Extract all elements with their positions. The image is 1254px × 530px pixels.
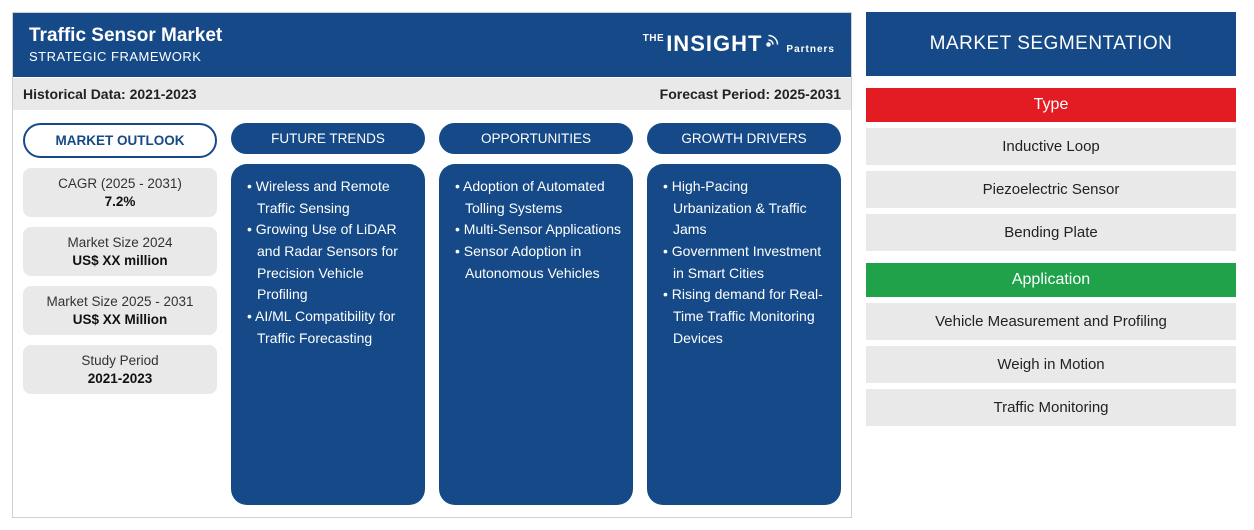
stat-cagr: CAGR (2025 - 2031) 7.2% bbox=[23, 168, 217, 217]
stat-value: 7.2% bbox=[29, 194, 211, 209]
forecast-period-label: Forecast Period: 2025-2031 bbox=[660, 86, 841, 102]
list-item: Adoption of Automated Tolling Systems bbox=[455, 176, 621, 219]
segmentation-item: Bending Plate bbox=[866, 214, 1236, 251]
segmentation-item: Vehicle Measurement and Profiling bbox=[866, 303, 1236, 340]
growth-drivers-list: High-Pacing Urbanization & Traffic Jams … bbox=[663, 176, 829, 350]
header-bar: Traffic Sensor Market STRATEGIC FRAMEWOR… bbox=[13, 13, 851, 77]
radar-icon bbox=[764, 31, 782, 49]
page-subtitle: STRATEGIC FRAMEWORK bbox=[29, 49, 222, 64]
stat-label: Market Size 2024 bbox=[29, 235, 211, 250]
stat-size-2031: Market Size 2025 - 2031 US$ XX Million bbox=[23, 286, 217, 335]
opportunities-column: OPPORTUNITIES Adoption of Automated Toll… bbox=[439, 123, 633, 505]
list-item: Sensor Adoption in Autonomous Vehicles bbox=[455, 241, 621, 284]
content-columns: MARKET OUTLOOK CAGR (2025 - 2031) 7.2% M… bbox=[13, 111, 851, 517]
stat-label: Study Period bbox=[29, 353, 211, 368]
segmentation-title-type: Type bbox=[866, 88, 1236, 122]
list-item: Wireless and Remote Traffic Sensing bbox=[247, 176, 413, 219]
stat-value: US$ XX Million bbox=[29, 312, 211, 327]
growth-drivers-box: High-Pacing Urbanization & Traffic Jams … bbox=[647, 164, 841, 505]
list-item: AI/ML Compatibility for Traffic Forecast… bbox=[247, 306, 413, 349]
main-panel: Traffic Sensor Market STRATEGIC FRAMEWOR… bbox=[12, 12, 852, 518]
stat-label: CAGR (2025 - 2031) bbox=[29, 176, 211, 191]
header-text: Traffic Sensor Market STRATEGIC FRAMEWOR… bbox=[29, 25, 222, 64]
future-trends-list: Wireless and Remote Traffic Sensing Grow… bbox=[247, 176, 413, 350]
segmentation-group-type: Type Inductive Loop Piezoelectric Sensor… bbox=[866, 88, 1236, 251]
segmentation-panel: MARKET SEGMENTATION Type Inductive Loop … bbox=[866, 12, 1236, 518]
brand-logo: THE INSIGHT Partners bbox=[643, 31, 835, 57]
segmentation-title-application: Application bbox=[866, 263, 1236, 297]
growth-drivers-column: GROWTH DRIVERS High-Pacing Urbanization … bbox=[647, 123, 841, 505]
segmentation-heading: MARKET SEGMENTATION bbox=[866, 12, 1236, 76]
future-trends-box: Wireless and Remote Traffic Sensing Grow… bbox=[231, 164, 425, 505]
logo-sub: Partners bbox=[786, 44, 835, 55]
logo-the: THE bbox=[643, 33, 665, 44]
market-outlook-heading: MARKET OUTLOOK bbox=[23, 123, 217, 158]
segmentation-item: Piezoelectric Sensor bbox=[866, 171, 1236, 208]
market-outlook-column: MARKET OUTLOOK CAGR (2025 - 2031) 7.2% M… bbox=[23, 123, 217, 505]
stat-label: Market Size 2025 - 2031 bbox=[29, 294, 211, 309]
page-title: Traffic Sensor Market bbox=[29, 25, 222, 47]
stat-size-2024: Market Size 2024 US$ XX million bbox=[23, 227, 217, 276]
future-trends-column: FUTURE TRENDS Wireless and Remote Traffi… bbox=[231, 123, 425, 505]
list-item: Rising demand for Real-Time Traffic Moni… bbox=[663, 284, 829, 349]
segmentation-group-application: Application Vehicle Measurement and Prof… bbox=[866, 263, 1236, 426]
sub-bar: Historical Data: 2021-2023 Forecast Peri… bbox=[13, 77, 851, 111]
segmentation-item: Inductive Loop bbox=[866, 128, 1236, 165]
segmentation-item: Weigh in Motion bbox=[866, 346, 1236, 383]
list-item: Multi-Sensor Applications bbox=[455, 219, 621, 241]
list-item: Growing Use of LiDAR and Radar Sensors f… bbox=[247, 219, 413, 306]
stat-value: US$ XX million bbox=[29, 253, 211, 268]
historical-data-label: Historical Data: 2021-2023 bbox=[23, 86, 197, 102]
list-item: High-Pacing Urbanization & Traffic Jams bbox=[663, 176, 829, 241]
list-item: Government Investment in Smart Cities bbox=[663, 241, 829, 284]
stat-study-period: Study Period 2021-2023 bbox=[23, 345, 217, 394]
opportunities-list: Adoption of Automated Tolling Systems Mu… bbox=[455, 176, 621, 284]
growth-drivers-heading: GROWTH DRIVERS bbox=[647, 123, 841, 154]
opportunities-box: Adoption of Automated Tolling Systems Mu… bbox=[439, 164, 633, 505]
stat-value: 2021-2023 bbox=[29, 371, 211, 386]
infographic-root: Traffic Sensor Market STRATEGIC FRAMEWOR… bbox=[12, 12, 1242, 518]
opportunities-heading: OPPORTUNITIES bbox=[439, 123, 633, 154]
logo-name: INSIGHT bbox=[666, 31, 762, 57]
future-trends-heading: FUTURE TRENDS bbox=[231, 123, 425, 154]
segmentation-item: Traffic Monitoring bbox=[866, 389, 1236, 426]
